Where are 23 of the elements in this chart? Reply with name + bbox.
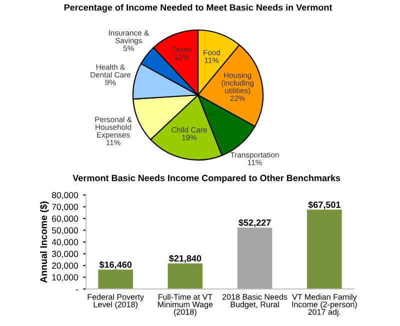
y-tick-label: 30,000 [52, 250, 78, 258]
bar [98, 270, 133, 289]
y-tick-label: 20,000 [52, 262, 78, 270]
y-tick-label: 50,000 [52, 227, 78, 235]
data-label: $67,501 [308, 201, 340, 210]
data-label: $21,840 [169, 254, 202, 263]
bar [307, 210, 342, 289]
bar [168, 263, 203, 289]
x-tick-label: VT Median Family Income (2-person) 2017 adj. [292, 294, 357, 316]
bar [237, 228, 272, 289]
chart-title: Vermont Basic Needs Income Compared to Other Benchmarks [72, 174, 340, 183]
x-tick-label: 2018 Basic Needs Budget, Rural [222, 294, 288, 309]
y-tick-label: 70,000 [52, 204, 78, 212]
chart-title: Percentage of Income Needed to Meet Basic Needs in Vermont [64, 4, 332, 12]
y-tick-label: 60,000 [52, 216, 78, 223]
x-tick-label: Full-Time at VT Minimum Wage (2018) [158, 294, 213, 316]
y-tick-label: 80,000 [52, 192, 78, 200]
y-tick-label: 10,000 [52, 274, 78, 282]
data-label: $16,460 [99, 261, 132, 270]
x-tick-label: Federal Poverty Level (2018) [88, 294, 144, 309]
data-label: $52,227 [238, 219, 271, 228]
y-axis-title: Annual Income ($) [40, 202, 49, 283]
y-tick-label: 40,000 [52, 239, 78, 246]
